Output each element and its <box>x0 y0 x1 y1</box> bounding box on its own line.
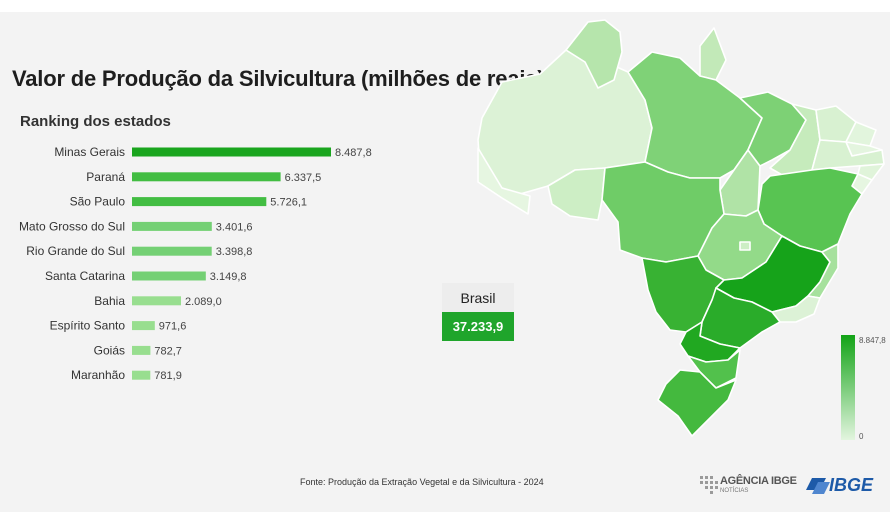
bar-category-label: Goiás <box>94 343 125 357</box>
bar-value-label: 781,9 <box>154 370 182 382</box>
bar-value-label: 782,7 <box>154 345 182 357</box>
bar-category-label: Maranhão <box>71 368 125 382</box>
bar <box>132 172 281 182</box>
state-rio-grande-do-sul <box>657 369 737 437</box>
bar-category-label: São Paulo <box>70 195 126 209</box>
bar-value-label: 6.337,5 <box>285 172 322 184</box>
chart-subtitle: Ranking dos estados <box>20 113 171 130</box>
agencia-logo-text: AGÊNCIA IBGE <box>720 475 797 487</box>
ibge-logo-icon <box>806 478 830 494</box>
bar <box>132 197 267 207</box>
state-rio-de-janeiro <box>771 295 821 323</box>
page-title: Valor de Produção da Silvicultura (milhõ… <box>12 66 545 91</box>
bar-value-label: 971,6 <box>159 321 187 333</box>
bar-category-label: Santa Catarina <box>45 269 125 283</box>
state-roraima <box>565 19 623 89</box>
color-scale-max-label: 8.847,8 <box>859 336 886 345</box>
bar-chart: Minas Gerais 8.487,8 Paraná 6.337,5 São Paul… <box>19 145 372 382</box>
bar <box>132 221 212 231</box>
bar <box>132 296 181 306</box>
bar <box>132 345 151 355</box>
agencia-ibge-logo: AGÊNCIA IBGE NOTÍCIAS <box>698 473 797 497</box>
bar <box>132 246 212 256</box>
ibge-logo-text: IBGE <box>829 475 874 495</box>
bar-value-label: 3.401,6 <box>216 221 253 233</box>
bar <box>132 271 206 281</box>
source-note: Fonte: Produção da Extração Vegetal e da… <box>300 477 544 487</box>
bar-value-label: 2.089,0 <box>185 296 222 308</box>
total-value: 37.233,9 <box>442 312 514 341</box>
bar-value-label: 5.726,1 <box>270 197 307 209</box>
bar-category-label: Minas Gerais <box>54 145 125 159</box>
brazil-map <box>477 19 885 437</box>
bar-category-label: Rio Grande do Sul <box>26 244 125 258</box>
color-scale-min-label: 0 <box>859 432 864 441</box>
state-acre <box>477 147 531 215</box>
bar <box>132 370 151 380</box>
agencia-ibge-logo-icon <box>700 476 718 494</box>
bar-category-label: Espírito Santo <box>50 319 126 333</box>
bar-category-label: Bahia <box>94 294 125 308</box>
bar <box>132 147 331 157</box>
bar-value-label: 3.398,8 <box>216 246 253 258</box>
state-maranhao <box>739 91 807 167</box>
color-scale-bar <box>841 335 855 440</box>
bar-category-label: Mato Grosso do Sul <box>19 219 125 233</box>
state-rondonia <box>547 167 606 221</box>
state-df <box>739 241 751 251</box>
state-amapa <box>699 27 727 81</box>
total-label: Brasil <box>442 283 514 312</box>
bar-value-label: 8.487,8 <box>335 147 372 159</box>
ibge-logo: IBGE <box>802 474 888 498</box>
bar-value-label: 3.149,8 <box>210 271 247 283</box>
bar-category-label: Paraná <box>86 170 125 184</box>
agencia-logo-subtext: NOTÍCIAS <box>720 488 749 494</box>
total-box: Brasil 37.233,9 <box>442 283 514 341</box>
bar <box>132 321 155 331</box>
